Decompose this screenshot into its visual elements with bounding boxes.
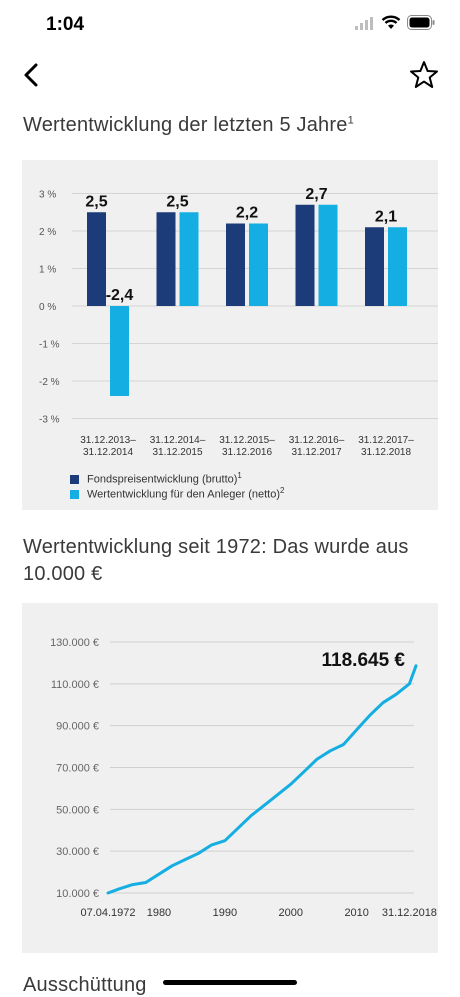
- y-tick-label: 1 %: [39, 265, 56, 276]
- section-title-since-1972: Wertentwicklung seit 1972: Das wurde aus…: [23, 536, 409, 585]
- legend-item-gross: Fondspreisentwicklung (brutto)1: [70, 471, 242, 486]
- x-tick-label: 31.12.2015: [152, 447, 202, 458]
- bar-gross: [156, 212, 176, 306]
- y-tick-label: 90.000 €: [56, 721, 99, 733]
- bar-gross: [226, 223, 245, 306]
- series-line: [106, 664, 418, 895]
- x-tick-label: 07.04.1972: [80, 907, 135, 919]
- y-tick-label: 0 %: [39, 302, 56, 313]
- x-tick-label: 2010: [344, 907, 368, 919]
- battery-icon: [407, 15, 435, 30]
- bar-gross: [87, 212, 106, 306]
- bar-net: [388, 227, 407, 306]
- data-label: 2,2: [236, 205, 258, 222]
- x-tick-label: 1990: [213, 907, 237, 919]
- x-tick-label: 31.12.2013–: [80, 435, 136, 446]
- data-label: 2,7: [305, 186, 327, 203]
- bar-net: [179, 212, 199, 306]
- y-tick-label: -1 %: [39, 340, 60, 351]
- y-tick-label: 50.000 €: [56, 804, 99, 816]
- x-tick-label: 31.12.2016: [222, 447, 272, 458]
- bar-net: [249, 223, 268, 306]
- x-tick-label: 31.12.2015–: [219, 435, 275, 446]
- data-label: -2,4: [106, 287, 134, 304]
- legend-item-net: Wertentwicklung für den Anleger (netto)2: [70, 486, 284, 501]
- y-tick-label: -2 %: [39, 377, 60, 388]
- x-tick-label: 31.12.2017: [291, 447, 341, 458]
- y-tick-label: 130.000 €: [50, 637, 99, 649]
- x-tick-label: 31.12.2014–: [150, 435, 206, 446]
- bar-net: [318, 204, 338, 306]
- back-chevron-icon[interactable]: [18, 60, 46, 90]
- performance-bar-chart: 3 % 2 % 1 % 0 % -1 % -2 % -3 % 2,5 -2,4 31.12.201…: [39, 186, 438, 458]
- cellular-signal-icon: [355, 17, 373, 30]
- footnote-marker: 1: [347, 114, 354, 127]
- y-tick-label: 2 %: [39, 227, 56, 238]
- line-chart-panel: 130.000 € 110.000 € 90.000 € 70.000 € 50.000…: [22, 603, 438, 953]
- y-tick-label: 110.000 €: [51, 679, 99, 691]
- legend-swatch-dark: [70, 474, 79, 484]
- data-label: 2,5: [166, 193, 188, 210]
- x-tick-label: 31.12.2018: [382, 907, 437, 919]
- growth-line-chart: 130.000 € 110.000 € 90.000 € 70.000 € 50.000…: [50, 637, 437, 919]
- navigation-bar: [0, 50, 460, 100]
- home-indicator[interactable]: [163, 980, 297, 985]
- wifi-icon: [381, 15, 401, 29]
- data-label: 2,1: [375, 208, 397, 225]
- data-label: 2,5: [85, 193, 107, 210]
- status-time: 1:04: [46, 14, 85, 35]
- bar-chart-panel: 3 % 2 % 1 % 0 % -1 % -2 % -3 % 2,5 -2,4 31.12.201…: [22, 160, 438, 510]
- section-title-5-years: Wertentwicklung der letzten 5 Jahre1: [23, 114, 354, 136]
- x-tick-label: 31.12.2014: [83, 447, 133, 458]
- y-tick-label: -3 %: [39, 415, 60, 426]
- status-bar: 1:04: [0, 0, 460, 50]
- y-tick-label: 70.000 €: [56, 763, 99, 775]
- legend-swatch-light: [70, 489, 79, 499]
- y-tick-label: 3 %: [39, 190, 56, 201]
- x-tick-label: 2000: [279, 907, 303, 919]
- x-tick-label: 31.12.2017–: [358, 435, 414, 446]
- end-value-label: 118.645 €: [322, 650, 406, 671]
- favorite-star-icon[interactable]: [408, 60, 440, 90]
- y-tick-label: 10.000 €: [56, 888, 99, 900]
- x-tick-label: 31.12.2018: [361, 447, 411, 458]
- bar-gross: [365, 227, 384, 306]
- bar-net: [110, 306, 129, 396]
- x-tick-label: 31.12.2016–: [289, 435, 345, 446]
- x-tick-label: 1980: [147, 907, 171, 919]
- y-tick-label: 30.000 €: [56, 846, 99, 858]
- bar-gross: [295, 204, 315, 306]
- section-title-distribution: Ausschüttung: [23, 974, 147, 996]
